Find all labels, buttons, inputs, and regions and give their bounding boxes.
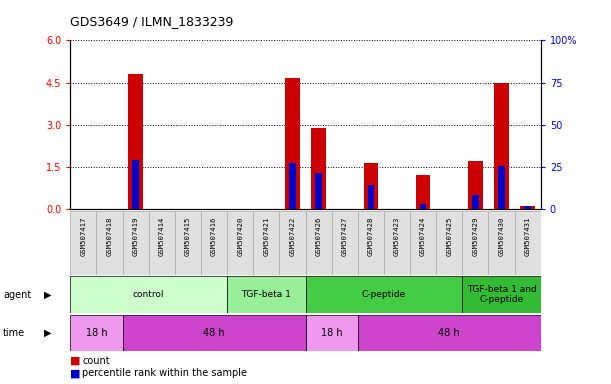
Bar bbox=[368, 185, 374, 209]
Text: ▶: ▶ bbox=[44, 328, 51, 338]
Bar bbox=[468, 161, 483, 209]
Bar bbox=[312, 127, 326, 209]
Text: agent: agent bbox=[3, 290, 31, 300]
Text: TGF-beta 1 and
C-peptide: TGF-beta 1 and C-peptide bbox=[467, 285, 536, 305]
Text: GSM507415: GSM507415 bbox=[185, 216, 191, 256]
Bar bbox=[364, 163, 378, 209]
Text: 18 h: 18 h bbox=[86, 328, 107, 338]
Text: GSM507430: GSM507430 bbox=[499, 216, 505, 256]
Bar bbox=[499, 166, 505, 209]
Bar bbox=[358, 211, 384, 275]
Bar bbox=[97, 211, 123, 275]
Text: 48 h: 48 h bbox=[439, 328, 460, 338]
Bar bbox=[123, 315, 306, 351]
Bar bbox=[420, 204, 426, 209]
Bar bbox=[70, 315, 123, 351]
Text: percentile rank within the sample: percentile rank within the sample bbox=[82, 368, 247, 378]
Bar bbox=[70, 276, 227, 313]
Bar bbox=[306, 315, 358, 351]
Bar bbox=[384, 211, 410, 275]
Text: GSM507423: GSM507423 bbox=[394, 216, 400, 256]
Bar bbox=[253, 211, 279, 275]
Bar bbox=[463, 276, 541, 313]
Text: GSM507427: GSM507427 bbox=[342, 216, 348, 256]
Bar bbox=[128, 74, 143, 209]
Text: GSM507418: GSM507418 bbox=[106, 216, 112, 256]
Bar bbox=[279, 211, 306, 275]
Text: time: time bbox=[3, 328, 25, 338]
Text: TGF-beta 1: TGF-beta 1 bbox=[241, 290, 291, 299]
Bar bbox=[472, 195, 478, 209]
Text: GSM507429: GSM507429 bbox=[472, 216, 478, 256]
Bar bbox=[70, 211, 97, 275]
Bar bbox=[358, 315, 541, 351]
Bar bbox=[416, 175, 430, 209]
Bar bbox=[201, 211, 227, 275]
Bar bbox=[306, 276, 463, 313]
Bar bbox=[315, 173, 322, 209]
Bar bbox=[123, 211, 148, 275]
Bar bbox=[133, 160, 139, 209]
Text: ▶: ▶ bbox=[44, 290, 51, 300]
Bar bbox=[494, 83, 509, 209]
Text: GSM507422: GSM507422 bbox=[290, 216, 296, 256]
Text: ■: ■ bbox=[70, 356, 81, 366]
Bar bbox=[227, 276, 306, 313]
Text: 18 h: 18 h bbox=[321, 328, 342, 338]
Text: GSM507425: GSM507425 bbox=[446, 216, 452, 256]
Bar bbox=[175, 211, 201, 275]
Text: control: control bbox=[133, 290, 164, 299]
Bar bbox=[524, 207, 531, 209]
Text: GDS3649 / ILMN_1833239: GDS3649 / ILMN_1833239 bbox=[70, 15, 233, 28]
Text: C-peptide: C-peptide bbox=[362, 290, 406, 299]
Text: GSM507420: GSM507420 bbox=[237, 216, 243, 256]
Text: GSM507424: GSM507424 bbox=[420, 216, 426, 256]
Bar bbox=[289, 163, 296, 209]
Bar bbox=[514, 211, 541, 275]
Bar bbox=[332, 211, 358, 275]
Text: GSM507417: GSM507417 bbox=[80, 216, 86, 256]
Text: ■: ■ bbox=[70, 368, 81, 378]
Text: GSM507428: GSM507428 bbox=[368, 216, 374, 256]
Bar bbox=[285, 78, 299, 209]
Bar bbox=[306, 211, 332, 275]
Bar bbox=[521, 207, 535, 209]
Text: 48 h: 48 h bbox=[203, 328, 225, 338]
Bar bbox=[463, 211, 488, 275]
Text: GSM507426: GSM507426 bbox=[315, 216, 321, 256]
Text: GSM507431: GSM507431 bbox=[525, 216, 531, 256]
Text: GSM507416: GSM507416 bbox=[211, 216, 217, 256]
Bar bbox=[410, 211, 436, 275]
Text: GSM507419: GSM507419 bbox=[133, 216, 139, 256]
Bar bbox=[148, 211, 175, 275]
Bar bbox=[436, 211, 463, 275]
Text: count: count bbox=[82, 356, 110, 366]
Bar bbox=[488, 211, 514, 275]
Bar bbox=[227, 211, 253, 275]
Text: GSM507414: GSM507414 bbox=[159, 216, 165, 256]
Text: GSM507421: GSM507421 bbox=[263, 216, 269, 256]
